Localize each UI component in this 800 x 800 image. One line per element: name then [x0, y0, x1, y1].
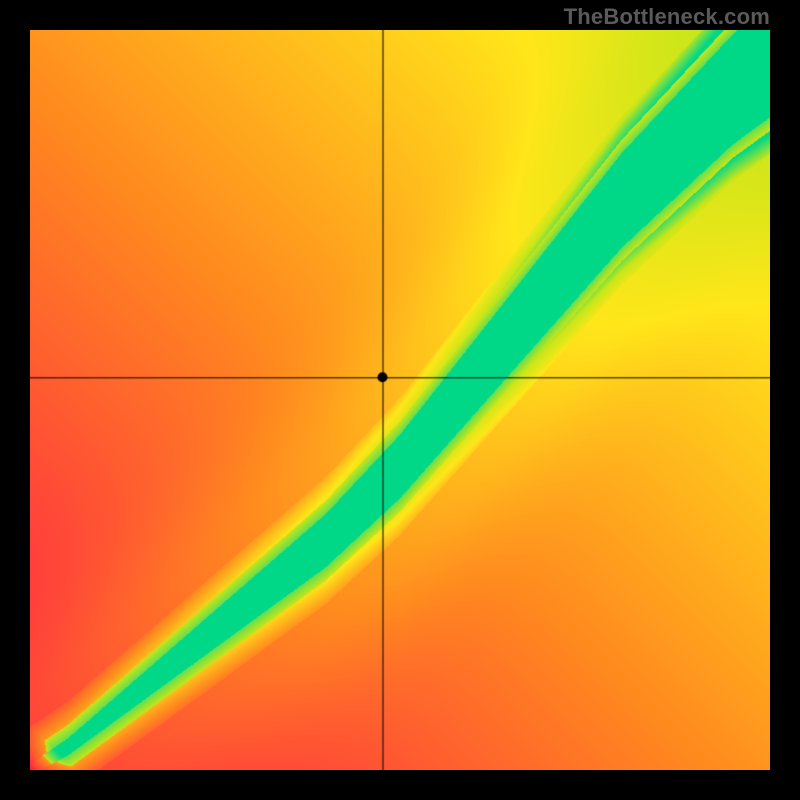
watermark-text: TheBottleneck.com	[564, 4, 770, 30]
heatmap-canvas	[30, 30, 770, 770]
chart-container: TheBottleneck.com	[0, 0, 800, 800]
